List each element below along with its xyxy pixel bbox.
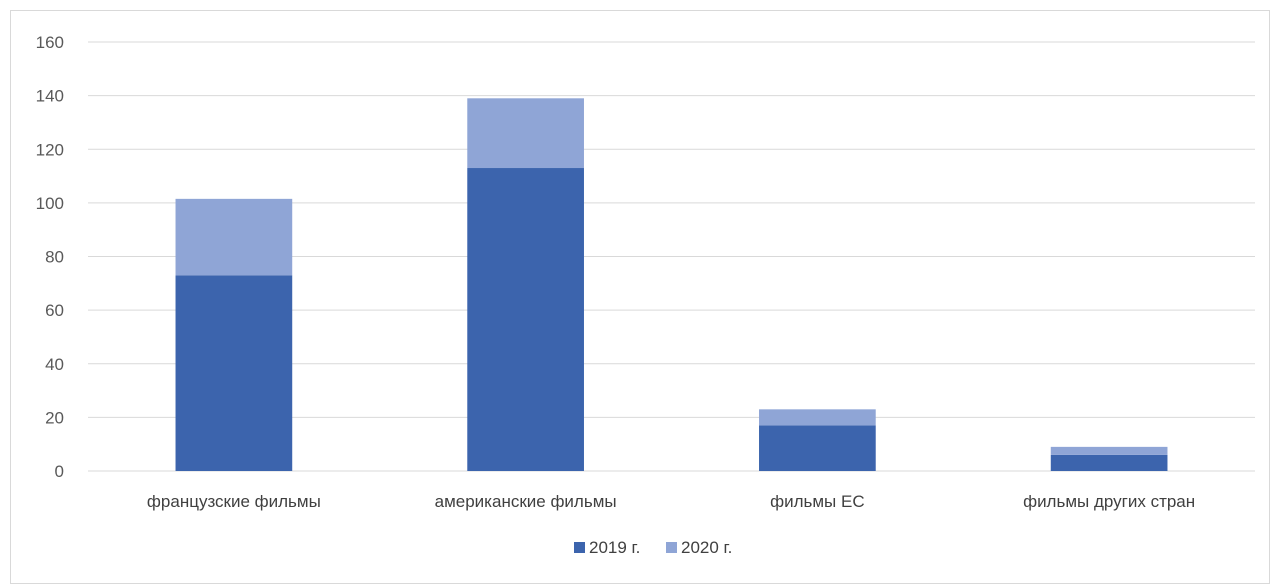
bar-series1 (467, 168, 584, 472)
bar-series2 (175, 198, 293, 276)
y-tick-label: 0 (55, 462, 64, 481)
legend-label: 2019 г. (589, 538, 640, 557)
x-category-label: фильмы ЕС (770, 492, 865, 511)
legend: 2019 г. 2020 г. (574, 538, 732, 557)
bar-series1 (759, 425, 876, 471)
x-category-label: французские фильмы (147, 492, 321, 511)
bars (175, 98, 1168, 472)
x-category-label: американские фильмы (435, 492, 617, 511)
bar-series2 (759, 409, 876, 426)
y-tick-label: 40 (45, 355, 64, 374)
y-tick-label: 140 (36, 87, 64, 106)
y-tick-label: 60 (45, 301, 64, 320)
legend-swatch (666, 542, 677, 553)
bar-series2 (1050, 446, 1168, 455)
x-category-label: фильмы других стран (1023, 492, 1195, 511)
legend-swatch (574, 542, 585, 553)
y-tick-label: 80 (45, 248, 64, 267)
x-axis-labels: французские фильмы американские фильмы фил… (147, 492, 1195, 511)
y-tick-label: 120 (36, 140, 64, 159)
bar-series2 (467, 98, 584, 169)
y-tick-label: 100 (36, 194, 64, 213)
bar-series1 (175, 275, 293, 471)
y-tick-label: 20 (45, 408, 64, 427)
y-axis-ticks: 0 20 40 60 80 100 120 140 160 (36, 33, 64, 481)
bar-series1 (1050, 454, 1168, 471)
y-tick-label: 160 (36, 33, 64, 52)
legend-label: 2020 г. (681, 538, 732, 557)
